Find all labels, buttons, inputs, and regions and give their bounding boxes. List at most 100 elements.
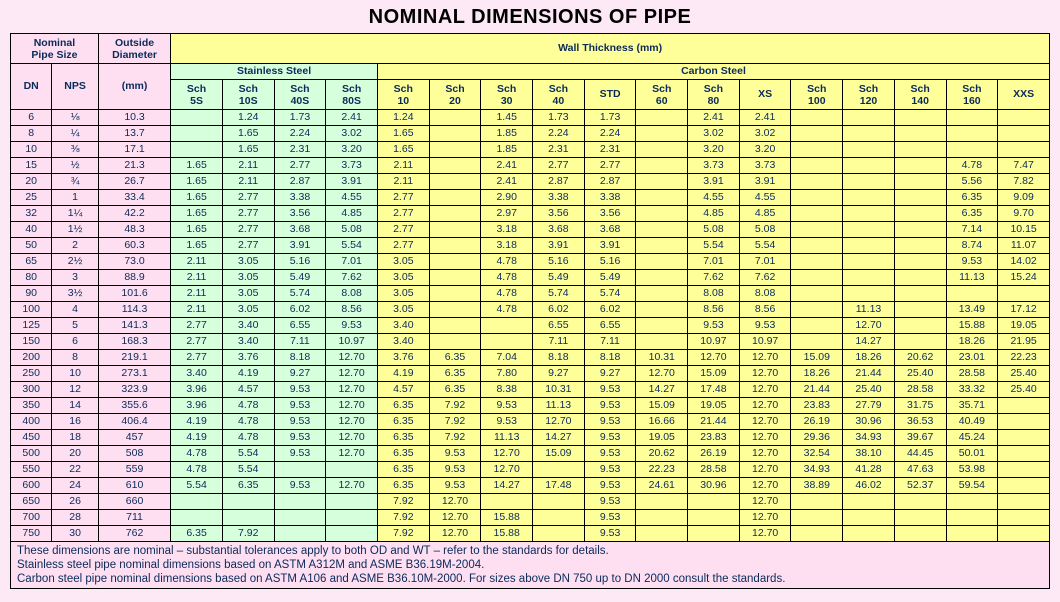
table-cell: 12.70: [429, 510, 481, 526]
table-cell: [843, 142, 895, 158]
table-cell: 8: [11, 126, 52, 142]
table-cell: [688, 510, 740, 526]
table-cell: 1.24: [222, 110, 274, 126]
header-cell: Sch60: [636, 80, 688, 110]
table-cell: 2.24: [274, 126, 326, 142]
table-cell: 4.78: [222, 398, 274, 414]
table-cell: 8.56: [326, 302, 378, 318]
table-cell: [222, 510, 274, 526]
table-cell: 15.09: [636, 398, 688, 414]
table-cell: 2.77: [222, 222, 274, 238]
table-cell: 7.92: [377, 494, 429, 510]
table-cell: [843, 126, 895, 142]
table-cell: 7.62: [326, 270, 378, 286]
table-cell: 2.31: [584, 142, 636, 158]
table-cell: 12.70: [326, 366, 378, 382]
table-cell: 4.85: [688, 206, 740, 222]
table-cell: 9.70: [998, 206, 1050, 222]
table-cell: [429, 174, 481, 190]
table-cell: 21.44: [843, 366, 895, 382]
table-cell: 12.70: [739, 398, 791, 414]
table-cell: 8.08: [688, 286, 740, 302]
table-cell: 20.62: [894, 350, 946, 366]
table-cell: 3.40: [377, 334, 429, 350]
table-cell: 12.70: [326, 478, 378, 494]
table-cell: 40: [11, 222, 52, 238]
table-cell: [843, 526, 895, 542]
table-cell: [429, 286, 481, 302]
table-cell: 4.19: [222, 366, 274, 382]
table-cell: [326, 462, 378, 478]
table-cell: 50: [11, 238, 52, 254]
table-cell: [843, 158, 895, 174]
table-cell: 7.92: [377, 526, 429, 542]
table-cell: 9.53: [481, 398, 533, 414]
table-cell: 406.4: [98, 414, 170, 430]
table-cell: 4.78: [222, 430, 274, 446]
table-cell: [429, 110, 481, 126]
header-cell: Sch10S: [222, 80, 274, 110]
table-cell: [894, 318, 946, 334]
table-cell: [274, 510, 326, 526]
table-cell: 7.11: [533, 334, 585, 350]
table-cell: [843, 286, 895, 302]
table-cell: 350: [11, 398, 52, 414]
table-cell: 219.1: [98, 350, 170, 366]
table-cell: 1.73: [274, 110, 326, 126]
table-cell: 1.65: [377, 126, 429, 142]
table-cell: 1.65: [222, 142, 274, 158]
table-cell: [636, 318, 688, 334]
table-cell: 3.40: [377, 318, 429, 334]
table-cell: [274, 494, 326, 510]
table-cell: 9.53: [274, 414, 326, 430]
table-cell: [171, 142, 223, 158]
table-cell: 28.58: [946, 366, 998, 382]
table-cell: 8.38: [481, 382, 533, 398]
table-cell: 52.37: [894, 478, 946, 494]
table-cell: 23.83: [791, 398, 843, 414]
table-cell: [429, 318, 481, 334]
table-cell: 5.08: [688, 222, 740, 238]
table-cell: [791, 158, 843, 174]
table-cell: 4.78: [481, 286, 533, 302]
table-cell: 80: [11, 270, 52, 286]
table-cell: [429, 270, 481, 286]
table-cell: 34.93: [843, 430, 895, 446]
table-cell: 1.65: [171, 238, 223, 254]
table-cell: 3.91: [688, 174, 740, 190]
table-cell: [636, 334, 688, 350]
table-cell: [429, 190, 481, 206]
table-cell: 1.65: [171, 222, 223, 238]
table-cell: [791, 318, 843, 334]
table-cell: 9.53: [584, 510, 636, 526]
table-cell: 2.77: [377, 222, 429, 238]
table-cell: 1.65: [171, 158, 223, 174]
table-cell: [533, 494, 585, 510]
table-cell: 141.3: [98, 318, 170, 334]
table-cell: [636, 110, 688, 126]
table-cell: [843, 110, 895, 126]
header-cell: Sch100: [791, 80, 843, 110]
table-cell: 26.19: [791, 414, 843, 430]
table-cell: 2.24: [584, 126, 636, 142]
table-cell: 7.01: [739, 254, 791, 270]
table-cell: 323.9: [98, 382, 170, 398]
table-cell: 15.09: [688, 366, 740, 382]
table-cell: [894, 286, 946, 302]
table-cell: 2.77: [584, 158, 636, 174]
table-cell: 4.78: [171, 446, 223, 462]
table-cell: 12: [52, 382, 99, 398]
table-cell: [946, 126, 998, 142]
table-cell: 600: [11, 478, 52, 494]
table-cell: 2.11: [377, 174, 429, 190]
table-cell: 9.53: [946, 254, 998, 270]
table-cell: 16: [52, 414, 99, 430]
table-cell: 2.97: [481, 206, 533, 222]
table-cell: 2.90: [481, 190, 533, 206]
header-cell: Sch80S: [326, 80, 378, 110]
table-cell: [894, 254, 946, 270]
table-cell: 46.02: [843, 478, 895, 494]
table-cell: 5: [52, 318, 99, 334]
table-cell: 2.11: [377, 158, 429, 174]
table-cell: 1.73: [533, 110, 585, 126]
